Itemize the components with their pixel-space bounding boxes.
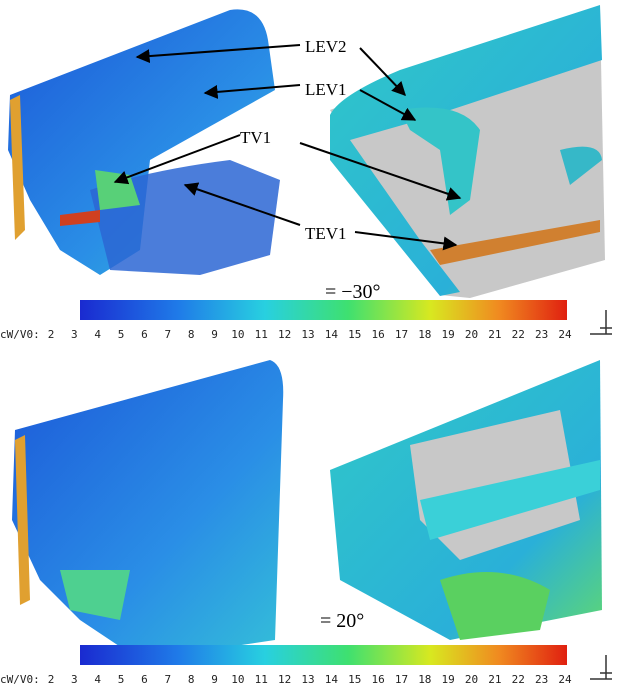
- colorbar-tick-label: 14: [325, 328, 339, 341]
- bottom-right-vortex: [330, 360, 602, 640]
- top-left-vortex: [8, 9, 280, 275]
- annotation-label: TEV1: [305, 224, 347, 243]
- colorbar-tick-label: 5: [118, 328, 125, 341]
- axis-icon: [590, 310, 612, 335]
- colorbar-tick-label: 9: [211, 673, 218, 686]
- colorbar-tick-label: 20: [465, 328, 478, 341]
- axis-icon: [590, 655, 612, 680]
- colorbar-tick-label: 19: [442, 673, 455, 686]
- colorbar-tick-label: 3: [71, 328, 78, 341]
- colorbar-label: cW/V0:: [0, 328, 40, 341]
- colorbar-tick-label: 17: [395, 673, 408, 686]
- colorbar-tick-label: 7: [165, 328, 172, 341]
- colorbar-tick-label: 8: [188, 673, 195, 686]
- colorbar-tick-label: 23: [535, 328, 548, 341]
- colorbar-tick-label: 15: [348, 673, 361, 686]
- colorbar-tick-label: 20: [465, 673, 478, 686]
- colorbar-tick-label: 3: [71, 673, 78, 686]
- top-right-vortex: [330, 5, 605, 298]
- colorbar-tick-label: 6: [141, 673, 148, 686]
- colorbar-tick-label: 2: [48, 673, 55, 686]
- colorbar-tick-label: 21: [488, 673, 501, 686]
- colorbar-tick-label: 18: [418, 673, 431, 686]
- colorbar-tick-label: 11: [255, 673, 268, 686]
- colorbar-tick-label: 10: [231, 673, 244, 686]
- colorbar-tick-label: 22: [512, 673, 525, 686]
- colorbar-tick-label: 13: [301, 328, 314, 341]
- colorbar-tick-label: 4: [94, 328, 101, 341]
- colorbar-tick-label: 24: [558, 673, 572, 686]
- colorbar-tick-label: 11: [255, 328, 268, 341]
- colorbar-tick-label: 10: [231, 328, 244, 341]
- colorbar-tick-label: 16: [371, 673, 384, 686]
- colorbar-tick-label: 9: [211, 328, 218, 341]
- colorbar-tick-label: 23: [535, 673, 548, 686]
- colorbar-tick-label: 17: [395, 328, 408, 341]
- bottom-left-vortex: [12, 360, 284, 660]
- angle-label: = 20°: [320, 610, 364, 632]
- colorbar-tick-label: 5: [118, 673, 125, 686]
- annotation-label: LEV2: [305, 37, 347, 56]
- annotation-arrows: [113, 44, 462, 251]
- colorbar-tick-label: 18: [418, 328, 431, 341]
- annotation-label: TV1: [240, 128, 271, 147]
- colorbar-tick-label: 6: [141, 328, 148, 341]
- colorbar-tick-label: 16: [371, 328, 384, 341]
- colorbar-tick-label: 8: [188, 328, 195, 341]
- colorbar-tick-label: 12: [278, 673, 291, 686]
- angle-label: = −30°: [325, 281, 381, 303]
- colorbar-tick-label: 15: [348, 328, 361, 341]
- colorbar-tick-label: 12: [278, 328, 291, 341]
- colorbar-tick-label: 19: [442, 328, 455, 341]
- colorbar-tick-label: 21: [488, 328, 501, 341]
- colorbar-tick-label: 13: [301, 673, 314, 686]
- colorbar: [80, 300, 567, 320]
- colorbar: [80, 645, 567, 665]
- annotation-label: LEV1: [305, 80, 347, 99]
- colorbar-tick-label: 4: [94, 673, 101, 686]
- colorbar-tick-label: 14: [325, 673, 339, 686]
- colorbar-tick-label: 2: [48, 328, 55, 341]
- colorbar-tick-label: 22: [512, 328, 525, 341]
- colorbar-tick-label: 24: [558, 328, 572, 341]
- colorbar-label: cW/V0:: [0, 673, 40, 686]
- colorbar-tick-label: 7: [165, 673, 172, 686]
